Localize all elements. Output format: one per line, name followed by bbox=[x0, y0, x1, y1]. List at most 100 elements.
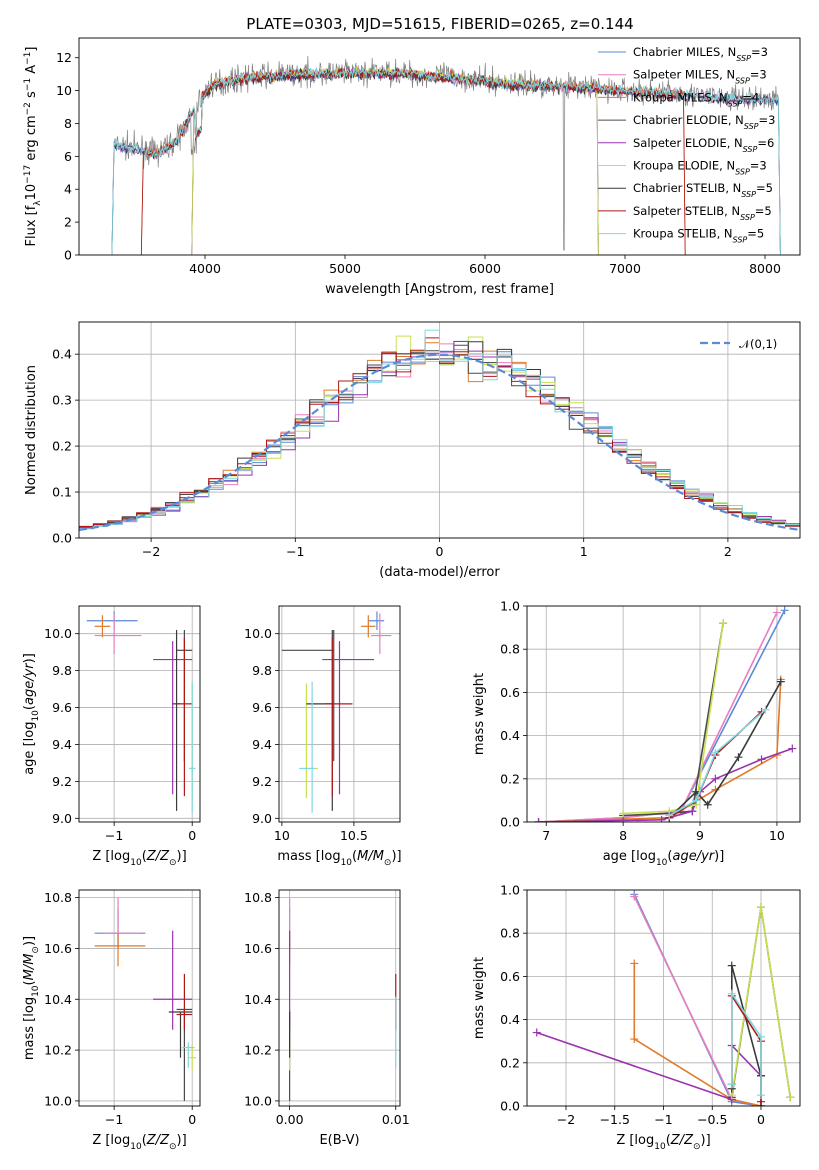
age_vs_mass-xlabel-part: )] bbox=[391, 849, 401, 864]
weight_vs_age-frame bbox=[526, 605, 801, 823]
line-kroupa-stelib bbox=[668, 709, 766, 817]
marker-kroupa-miles bbox=[630, 959, 639, 968]
legend-tail: =4 bbox=[742, 90, 759, 104]
marker-salpeter-elodie bbox=[788, 744, 797, 753]
mass_vs_Z-xlabel-part: ( bbox=[142, 1133, 147, 1148]
spectrum-ylabel-part: −2 bbox=[23, 102, 33, 115]
spectrum-model-salpeter-stelib bbox=[140, 67, 686, 255]
line-chabrier-elodie bbox=[623, 623, 724, 817]
weight_vs_age-xtick-label: 9 bbox=[696, 828, 704, 843]
age_vs_mass-ytick-label: 10.0 bbox=[244, 626, 272, 641]
residuals-ylabel-part: Normed distribution bbox=[24, 365, 39, 495]
age_vs_Z-xlabel-part: Z/Z bbox=[146, 849, 170, 864]
spectrum-xtick-label: 5000 bbox=[329, 261, 361, 276]
age_vs_Z-ylabel-part: age/yr bbox=[22, 662, 37, 705]
legend-sub: SSP bbox=[741, 190, 756, 199]
mass_vs_Z-xlabel-part: ⊙ bbox=[169, 1142, 177, 1152]
weight_vs_Z-ytick-label: 0.4 bbox=[500, 1012, 520, 1027]
marker-salpeter-elodie bbox=[688, 807, 697, 816]
marker-chabrier-stelib bbox=[776, 677, 785, 686]
residuals-frame bbox=[78, 321, 801, 539]
mass_vs_Z-xlabel-part: Z/Z bbox=[146, 1133, 170, 1148]
weight_vs_age-xlabel-part: )] bbox=[714, 849, 724, 864]
spectrum-ylabel-part: s bbox=[24, 91, 39, 102]
spectrum-ylabel-part: −1 bbox=[23, 78, 33, 91]
mass_vs_Z-ytick-label: 10.4 bbox=[44, 992, 72, 1007]
marker-chabrier-stelib bbox=[734, 753, 743, 762]
mass_vs_EBV-xlabel-part: E(B-V) bbox=[319, 1133, 359, 1148]
mass_vs_Z-plot-area bbox=[79, 890, 200, 1106]
marker-chabrier-miles bbox=[780, 606, 789, 615]
mass_vs_Z-ylabel-part: )] bbox=[22, 936, 37, 946]
legend-tail: =5 bbox=[755, 204, 772, 218]
spectrum-ylabel-part: A bbox=[24, 65, 39, 78]
weight_vs_Z-frame bbox=[526, 889, 801, 1107]
age_vs_Z-ytick-label: 10.0 bbox=[44, 626, 72, 641]
age_vs_mass-xlabel-part: mass [log bbox=[277, 849, 340, 864]
age_vs_mass-ytick-label: 9.6 bbox=[252, 700, 272, 715]
marker-kroupa-elodie bbox=[757, 903, 765, 912]
spectrum-xtick-label: 8000 bbox=[749, 261, 781, 276]
weight_vs_Z-ytick-label: 1.0 bbox=[500, 883, 520, 898]
marker-kroupa-stelib bbox=[711, 748, 720, 757]
mass_vs_Z-ytick-label: 10.6 bbox=[44, 941, 72, 956]
weight_vs_Z-xlabel: Z [log10(Z/Z⊙)] bbox=[616, 1133, 710, 1152]
legend-entry: Salpeter ELODIE, NSSP=6 bbox=[633, 136, 774, 154]
age_vs_mass-ytick-label: 9.4 bbox=[252, 737, 272, 752]
line-chabrier-stelib bbox=[668, 681, 782, 819]
marker-kroupa-miles bbox=[630, 1035, 639, 1044]
legend-sub: SSP bbox=[735, 76, 750, 85]
mass_vs_Z-ylabel-part: mass [log bbox=[22, 997, 37, 1060]
legend-entry: Kroupa ELODIE, NSSP=3 bbox=[633, 159, 767, 177]
weight_vs_Z-xtick-label: −0.5 bbox=[697, 1112, 727, 1127]
weight_vs_Z-xlabel-part: 10 bbox=[654, 1142, 666, 1152]
weight_vs_age-ytick-label: 0.0 bbox=[500, 815, 520, 830]
line-kroupa-miles bbox=[633, 963, 762, 1106]
spectrum-panel: 4000 5000 6000 7000 8000 0 2 4 6 8 10 12 wavelength … bbox=[23, 37, 801, 297]
legend-tail: =3 bbox=[759, 113, 776, 127]
spectrum-model-kroupa-elodie bbox=[191, 66, 599, 255]
legend-tail: =5 bbox=[747, 227, 764, 241]
weight_vs_age-xlabel-part: age/yr bbox=[672, 849, 715, 864]
mass_vs_Z-frame bbox=[78, 889, 201, 1107]
legend-sub: SSP bbox=[728, 99, 743, 108]
spectrum-ytick-label: 8 bbox=[64, 116, 72, 131]
marker-kroupa-stelib bbox=[757, 1091, 765, 1100]
mass_vs_Z-xlabel: Z [log10(Z/Z⊙)] bbox=[92, 1133, 186, 1152]
legend-entry: Salpeter STELIB, NSSP=5 bbox=[633, 204, 772, 222]
marker-salpeter-elodie bbox=[532, 1028, 541, 1037]
legend-sub: SSP bbox=[743, 144, 758, 153]
residuals-xlabel-part: (data-model)/error bbox=[379, 565, 500, 580]
mass_vs_EBV-xlabel: E(B-V) bbox=[319, 1133, 359, 1148]
marker-kroupa-elodie bbox=[786, 1093, 795, 1102]
spectrum-ytick-label: 6 bbox=[64, 149, 72, 164]
age_vs_Z-ylabel: age [log10(age/yr)] bbox=[22, 653, 41, 775]
age_vs_mass-ytick-label: 9.2 bbox=[252, 774, 272, 789]
legend-text: Kroupa STELIB, N bbox=[633, 227, 733, 241]
line-kroupa-miles bbox=[538, 679, 782, 822]
residuals-ytick-label: 0.1 bbox=[52, 485, 72, 500]
age_vs_Z-plot-area bbox=[79, 606, 200, 822]
marker-kroupa-elodie bbox=[719, 619, 728, 628]
spectrum-ytick-label: 12 bbox=[56, 50, 72, 65]
legend-entry: Kroupa MILES, NSSP=4 bbox=[633, 90, 759, 108]
weight_vs_age-ytick-label: 0.4 bbox=[500, 728, 520, 743]
marker-kroupa-stelib bbox=[761, 705, 770, 714]
age_vs_Z-xtick-label: −1 bbox=[105, 828, 123, 843]
legend-sub: SSP bbox=[736, 54, 751, 63]
legend-text: Kroupa MILES, N bbox=[633, 90, 728, 104]
spectrum-model-salpeter-elodie bbox=[191, 67, 599, 255]
legend-entry: 𝒩(0,1) bbox=[739, 337, 777, 351]
spectrum-ytick-label: 10 bbox=[56, 83, 72, 98]
weight_vs_Z-panel: −2 −1.5 −1 −0.5 0 0.0 0.2 0.4 0.6 0.8 1.0 Z [log10(… bbox=[472, 883, 801, 1152]
weight_vs_Z-xlabel-part: ⊙ bbox=[693, 1142, 701, 1152]
mass_vs_EBV-ytick-label: 10.2 bbox=[244, 1043, 272, 1058]
legend-text: Chabrier ELODIE, N bbox=[633, 113, 744, 127]
mass_vs_EBV-panel: 0.00 0.01 10.0 10.2 10.4 10.6 10.8 E(B-V) bbox=[244, 889, 410, 1148]
age_vs_mass-xtick-label: 10 bbox=[274, 828, 290, 843]
marker-chabrier-stelib bbox=[703, 800, 712, 809]
mass_vs_EBV-xtick-label: 0.01 bbox=[382, 1112, 410, 1127]
legend-tail: =3 bbox=[750, 68, 767, 82]
